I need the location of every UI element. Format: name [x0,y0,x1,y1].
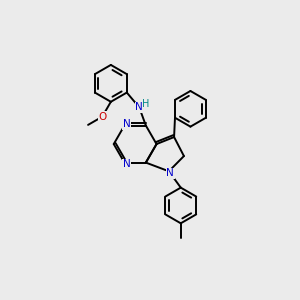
Text: N: N [123,159,130,169]
Text: N: N [123,119,130,129]
Text: O: O [98,112,106,122]
Text: N: N [167,168,174,178]
Text: H: H [142,99,149,109]
Text: N: N [135,102,143,112]
